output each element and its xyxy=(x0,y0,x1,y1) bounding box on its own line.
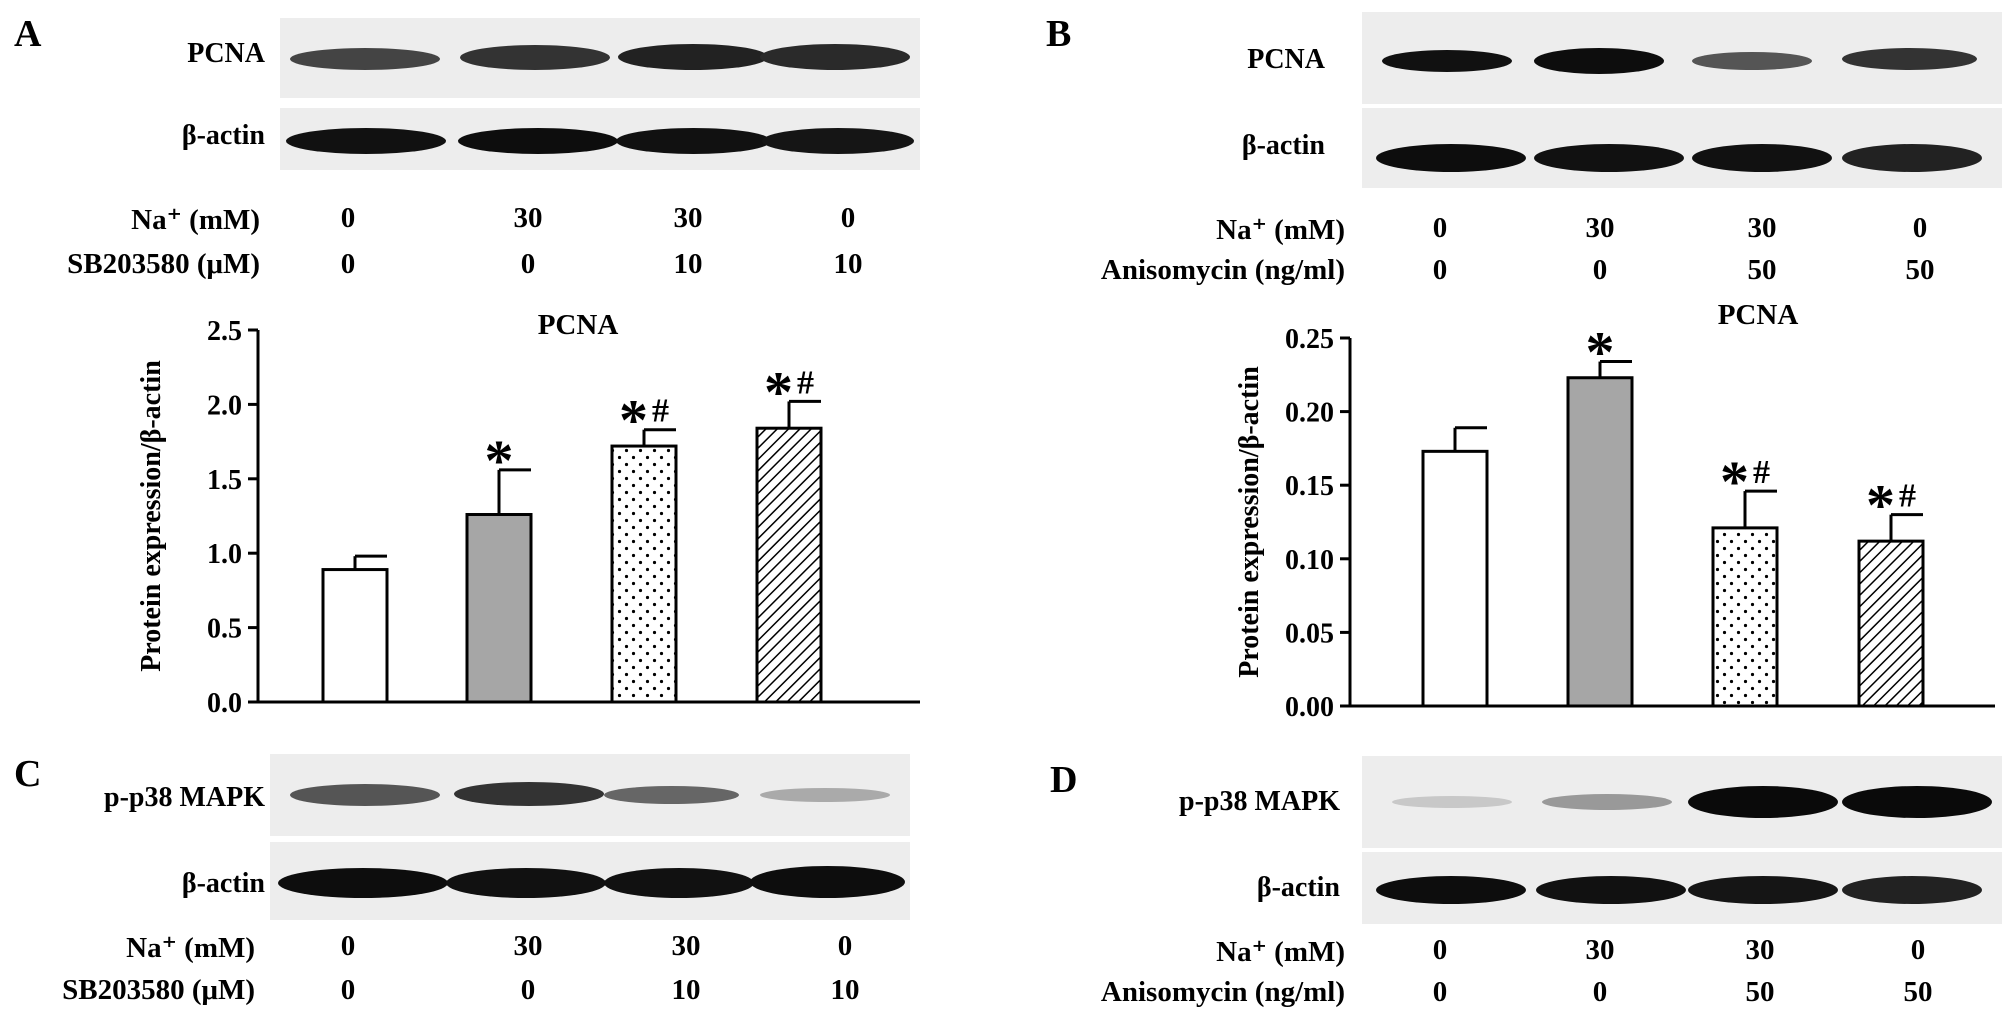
sb-label-a: SB203580 (μM) xyxy=(67,248,260,280)
na-value-c-4: 0 xyxy=(837,930,853,962)
sb-value-c-2: 0 xyxy=(520,974,536,1006)
sb-value-c-1: 0 xyxy=(340,974,356,1006)
y-tick-label: 0.15 xyxy=(1285,471,1334,502)
y-tick-label: 0.00 xyxy=(1285,692,1334,723)
blot-strip-pcna-a xyxy=(280,18,920,98)
blot-strip-actin-c xyxy=(270,842,910,920)
aniso-label-d: Anisomycin (ng/ml) xyxy=(1100,976,1345,1008)
na-label-d: Na⁺ (mM) xyxy=(1216,936,1345,968)
bar xyxy=(1566,376,1634,708)
bar xyxy=(610,444,678,704)
aniso-value-b-4: 50 xyxy=(1905,254,1935,286)
significance-label: * # xyxy=(764,359,814,424)
y-tick-label: 2.5 xyxy=(207,316,242,347)
na-label-c: Na⁺ (mM) xyxy=(126,932,255,964)
sb-label-c: SB203580 (μM) xyxy=(62,974,255,1006)
na-value-c-2: 30 xyxy=(513,930,543,962)
y-axis-label: Protein expression/β-actin xyxy=(1234,366,1265,678)
sb-value-a-4: 10 xyxy=(833,248,863,280)
y-axis-label: Protein expression/β-actin xyxy=(136,360,167,672)
bar xyxy=(1857,539,1925,708)
blot-strip-p38-d xyxy=(1362,756,2002,848)
y-tick-label: 1.5 xyxy=(207,465,242,496)
y-tick-label: 1.0 xyxy=(207,539,242,570)
y-tick-label: 0.5 xyxy=(207,614,242,645)
na-label-b: Na⁺ (mM) xyxy=(1216,214,1345,246)
y-tick-label: 0.25 xyxy=(1285,324,1334,355)
blot-strip-actin-d xyxy=(1362,852,2002,924)
na-value-d-3: 30 xyxy=(1745,934,1775,966)
y-tick-label: 0.20 xyxy=(1285,398,1334,429)
na-value-a-3: 30 xyxy=(673,202,703,234)
blot-strip-pcna-b xyxy=(1362,12,2002,104)
aniso-value-d-3: 50 xyxy=(1745,976,1775,1008)
blot-label-actin-b: β-actin xyxy=(1241,130,1325,161)
sb-value-a-3: 10 xyxy=(673,248,703,280)
na-value-d-2: 30 xyxy=(1585,934,1615,966)
aniso-label-b: Anisomycin (ng/ml) xyxy=(1100,254,1345,286)
bar xyxy=(1421,449,1489,708)
na-value-c-1: 0 xyxy=(340,930,356,962)
na-value-a-2: 30 xyxy=(513,202,543,234)
blot-label-actin-d: β-actin xyxy=(1256,872,1340,903)
significance-label: * xyxy=(485,428,514,493)
blot-label-pcna-b: PCNA xyxy=(1247,44,1325,75)
bar-chart-b: 0.00 0.05 0.10 0.15 0.20 0.25 Protein expressi… xyxy=(1234,300,1995,723)
significance-label: * xyxy=(1586,320,1615,385)
na-value-d-1: 0 xyxy=(1432,934,1448,966)
chart-title: PCNA xyxy=(1718,300,1799,331)
bar xyxy=(755,426,823,704)
blot-strip-p38-c xyxy=(270,754,910,836)
y-tick-label: 2.0 xyxy=(207,390,242,421)
na-value-a-4: 0 xyxy=(840,202,856,234)
significance-label: * # xyxy=(1720,449,1770,514)
na-value-b-3: 30 xyxy=(1747,212,1777,244)
na-label-a: Na⁺ (mM) xyxy=(131,204,260,236)
sb-value-a-1: 0 xyxy=(340,248,356,280)
aniso-value-d-4: 50 xyxy=(1903,976,1933,1008)
blot-strip-actin-b xyxy=(1362,108,2002,188)
bar-chart-a: 0.0 0.5 1.0 1.5 2.0 2.5 Protein expression/β-a… xyxy=(136,309,920,719)
blot-label-p38-d: p-p38 MAPK xyxy=(1179,786,1340,817)
panel-letter-c: C xyxy=(14,753,42,795)
bar xyxy=(465,513,533,704)
aniso-value-d-2: 0 xyxy=(1592,976,1608,1008)
sb-value-c-3: 10 xyxy=(671,974,701,1006)
aniso-value-b-3: 50 xyxy=(1747,254,1777,286)
significance-label: * # xyxy=(619,388,669,453)
panel-letter-a: A xyxy=(14,13,42,55)
na-value-d-4: 0 xyxy=(1910,934,1926,966)
panel-letter-b: B xyxy=(1046,13,1072,55)
y-tick-label: 0.0 xyxy=(207,688,242,719)
sb-value-c-4: 10 xyxy=(830,974,860,1006)
na-value-b-2: 30 xyxy=(1585,212,1615,244)
significance-label: * # xyxy=(1866,473,1916,538)
y-tick-label: 0.05 xyxy=(1285,618,1334,649)
na-value-b-1: 0 xyxy=(1432,212,1448,244)
blot-strip-actin-a xyxy=(280,108,920,170)
bar xyxy=(1711,526,1779,708)
blot-label-actin-c: β-actin xyxy=(181,868,265,899)
panel-letter-d: D xyxy=(1050,759,1078,801)
aniso-value-b-1: 0 xyxy=(1432,254,1448,286)
aniso-value-b-2: 0 xyxy=(1592,254,1608,286)
sb-value-a-2: 0 xyxy=(520,248,536,280)
blot-label-actin-a: β-actin xyxy=(181,120,265,151)
aniso-value-d-1: 0 xyxy=(1432,976,1448,1008)
na-value-b-4: 0 xyxy=(1912,212,1928,244)
y-tick-label: 0.10 xyxy=(1285,545,1334,576)
bar xyxy=(321,568,389,704)
blot-label-pcna-a: PCNA xyxy=(187,38,265,69)
blot-label-p38-c: p-p38 MAPK xyxy=(104,782,265,813)
na-value-a-1: 0 xyxy=(340,202,356,234)
na-value-c-3: 30 xyxy=(671,930,701,962)
chart-title: PCNA xyxy=(538,309,619,341)
